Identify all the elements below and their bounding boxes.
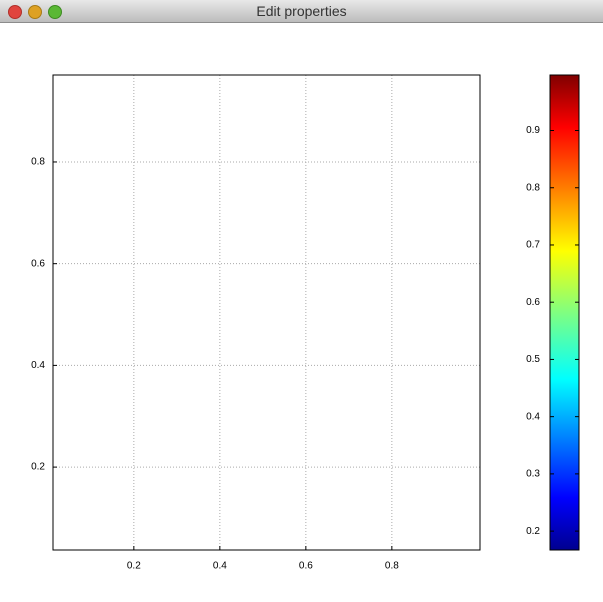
plot-frame	[52, 74, 481, 551]
colorbar-tick-label: 0.8	[526, 182, 540, 193]
x-tick-label: 0.2	[127, 561, 141, 572]
y-tick-label: 0.4	[31, 360, 45, 371]
y-tick-label: 0.2	[31, 462, 45, 473]
x-tick-label: 0.8	[385, 561, 399, 572]
title-bar: Edit properties	[0, 0, 603, 23]
colorbar-tick-label: 0.7	[526, 240, 540, 251]
colorbar-tick-label: 0.9	[526, 125, 540, 136]
colorbar-tick-label: 0.3	[526, 469, 540, 480]
zoom-button[interactable]	[48, 5, 62, 19]
colorbar	[549, 74, 580, 551]
x-tick-label: 0.4	[213, 561, 227, 572]
close-button[interactable]	[8, 5, 22, 19]
y-tick-label: 0.8	[31, 157, 45, 168]
y-tick-label: 0.6	[31, 258, 45, 269]
colorbar-tick-label: 0.2	[526, 526, 540, 537]
colorbar-tick-label: 0.4	[526, 411, 540, 422]
figure: 0.2 0.4 0.6 0.8 0.2 0.4 0.6 0.8 0.2 0.3 0.4 0.5 0.6 0…	[31, 74, 580, 572]
colorbar-tick-label: 0.6	[526, 297, 540, 308]
plot-area	[53, 75, 480, 550]
window-title: Edit properties	[256, 3, 347, 19]
colorbar-tick-label: 0.5	[526, 354, 540, 365]
x-tick-label: 0.6	[299, 561, 313, 572]
minimize-button[interactable]	[28, 5, 42, 19]
